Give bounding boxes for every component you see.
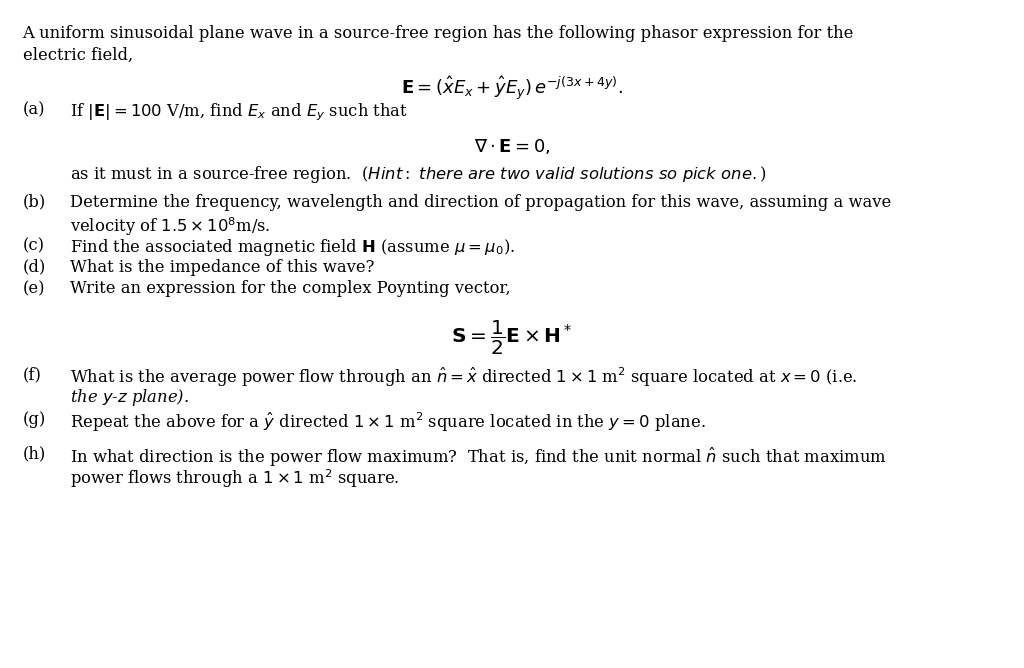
Text: (e): (e) <box>23 280 45 297</box>
Text: $\mathbf{E} = (\hat{x}E_x + \hat{y}E_y)\, e^{-j(3x+4y)}.$: $\mathbf{E} = (\hat{x}E_x + \hat{y}E_y)\… <box>401 75 623 102</box>
Text: velocity of $1.5 \times 10^8$m/s.: velocity of $1.5 \times 10^8$m/s. <box>70 215 270 238</box>
Text: Write an expression for the complex Poynting vector,: Write an expression for the complex Poyn… <box>70 280 510 297</box>
Text: Find the associated magnetic field $\mathbf{H}$ (assume $\mu = \mu_0$).: Find the associated magnetic field $\mat… <box>70 237 515 258</box>
Text: (b): (b) <box>23 194 46 210</box>
Text: as it must in a source-free region.  ($\mathit{Hint{:}\ there\ are\ two\ valid\ : as it must in a source-free region. ($\m… <box>70 164 766 185</box>
Text: $\nabla \cdot \mathbf{E} = 0,$: $\nabla \cdot \mathbf{E} = 0,$ <box>474 137 550 156</box>
Text: electric field,: electric field, <box>23 47 133 63</box>
Text: (d): (d) <box>23 259 46 275</box>
Text: the $y$-$z$ plane).: the $y$-$z$ plane). <box>70 387 188 408</box>
Text: If $|\mathbf{E}| = 100$ V/m, find $E_x$ and $E_y$ such that: If $|\mathbf{E}| = 100$ V/m, find $E_x$ … <box>70 102 408 123</box>
Text: What is the impedance of this wave?: What is the impedance of this wave? <box>70 259 374 275</box>
Text: Determine the frequency, wavelength and direction of propagation for this wave, : Determine the frequency, wavelength and … <box>70 194 891 210</box>
Text: (a): (a) <box>23 102 45 118</box>
Text: (h): (h) <box>23 446 46 462</box>
Text: (c): (c) <box>23 237 44 254</box>
Text: $\mathbf{S} = \dfrac{1}{2}\mathbf{E} \times \mathbf{H}^*$: $\mathbf{S} = \dfrac{1}{2}\mathbf{E} \ti… <box>452 319 572 357</box>
Text: A uniform sinusoidal plane wave in a source-free region has the following phasor: A uniform sinusoidal plane wave in a sou… <box>23 25 854 42</box>
Text: In what direction is the power flow maximum?  That is, find the unit normal $\ha: In what direction is the power flow maxi… <box>70 446 887 469</box>
Text: (f): (f) <box>23 366 41 383</box>
Text: Repeat the above for a $\hat{y}$ directed $1 \times 1$ m$^2$ square located in t: Repeat the above for a $\hat{y}$ directe… <box>70 411 706 434</box>
Text: (g): (g) <box>23 411 46 428</box>
Text: power flows through a $1 \times 1$ m$^2$ square.: power flows through a $1 \times 1$ m$^2$… <box>70 467 399 490</box>
Text: What is the average power flow through an $\hat{n} = \hat{x}$ directed $1 \times: What is the average power flow through a… <box>70 366 857 389</box>
